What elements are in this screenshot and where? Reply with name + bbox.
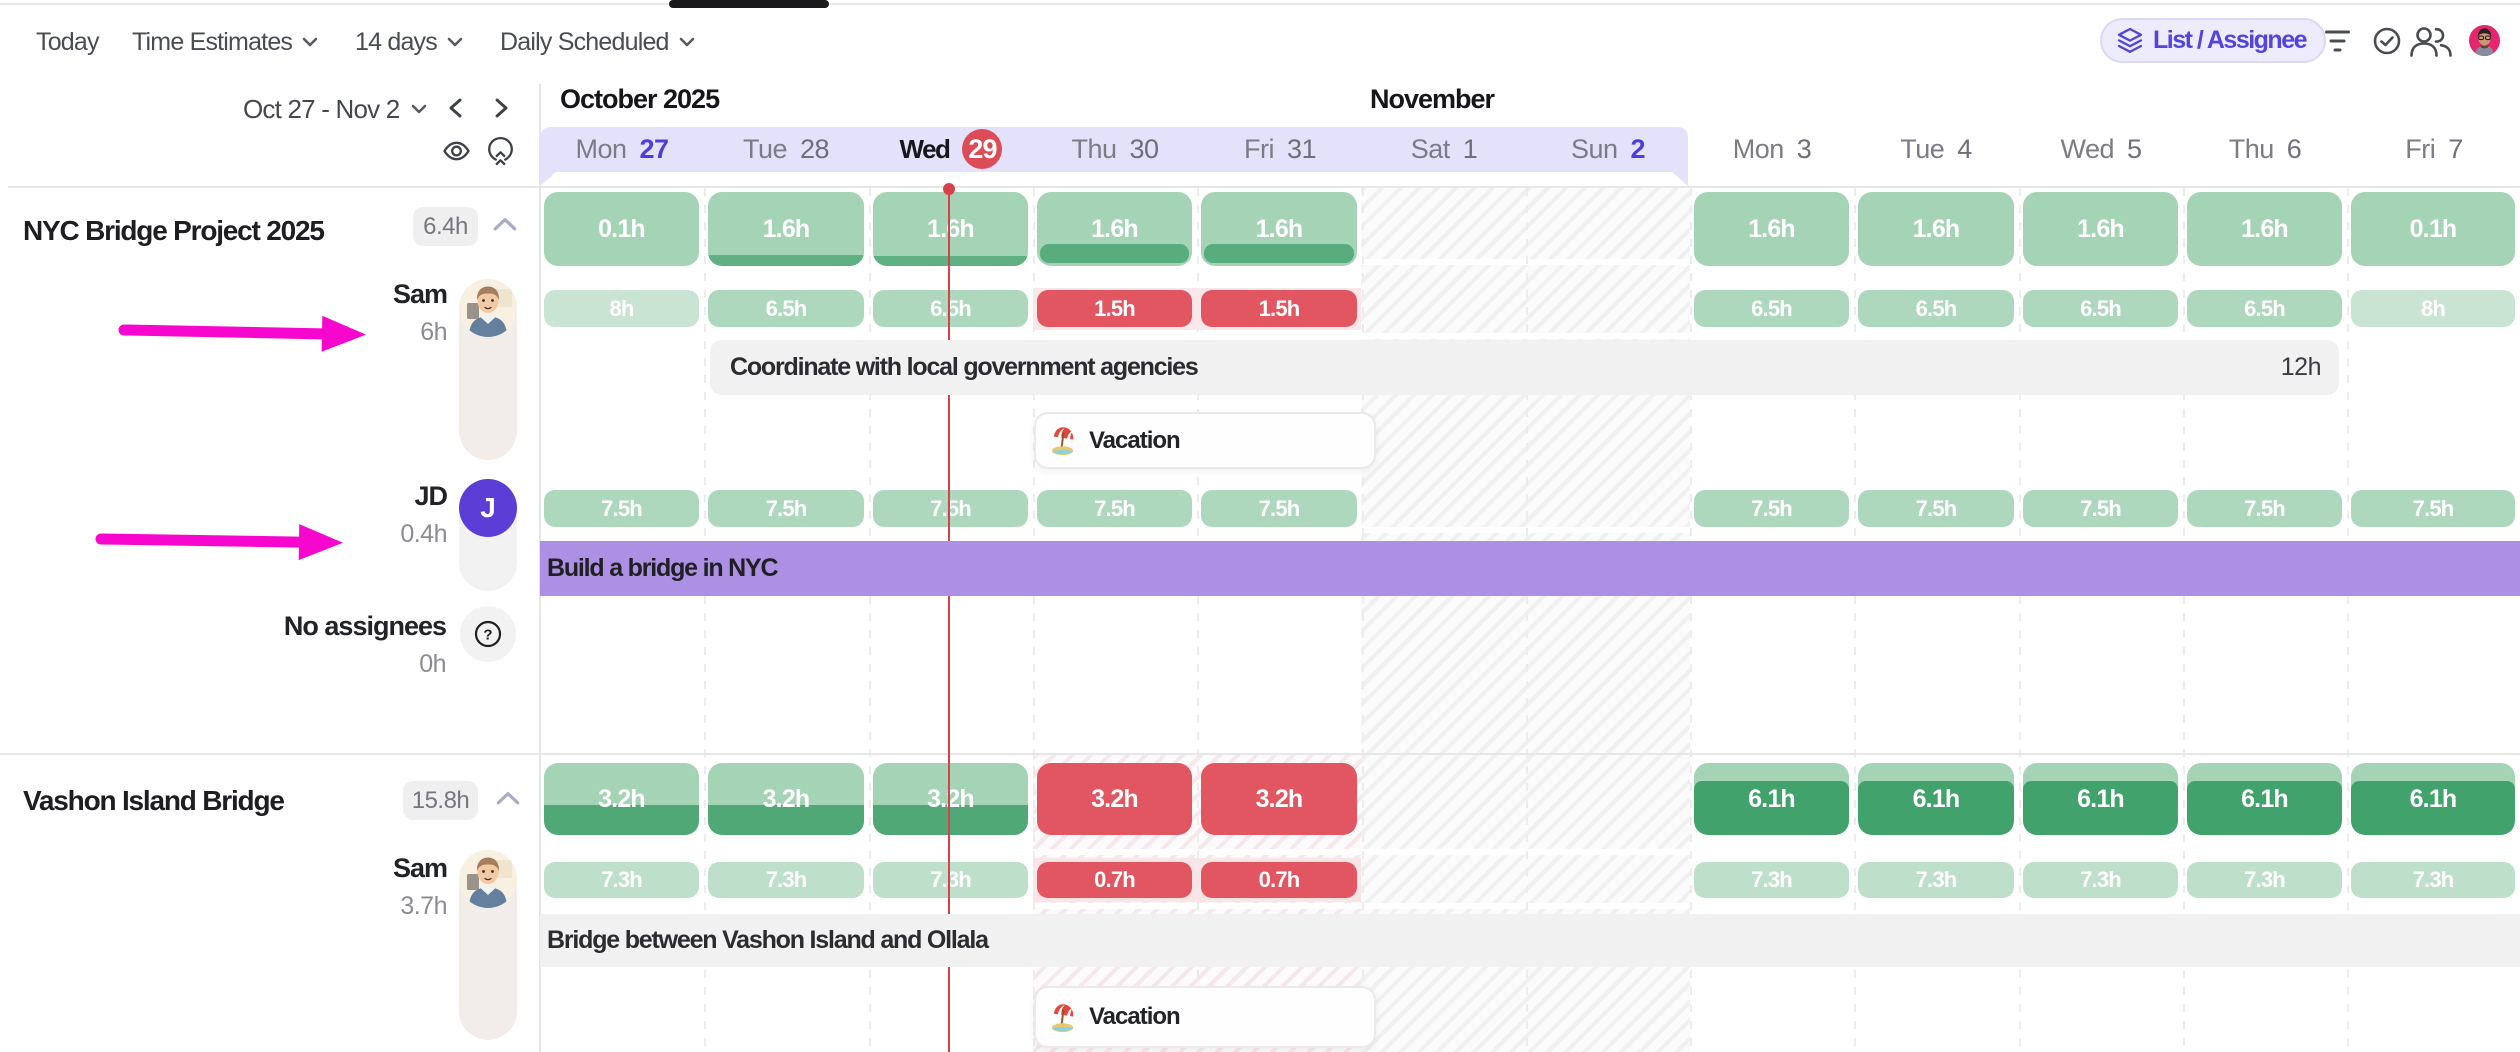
svg-text:?: ? xyxy=(483,627,492,644)
